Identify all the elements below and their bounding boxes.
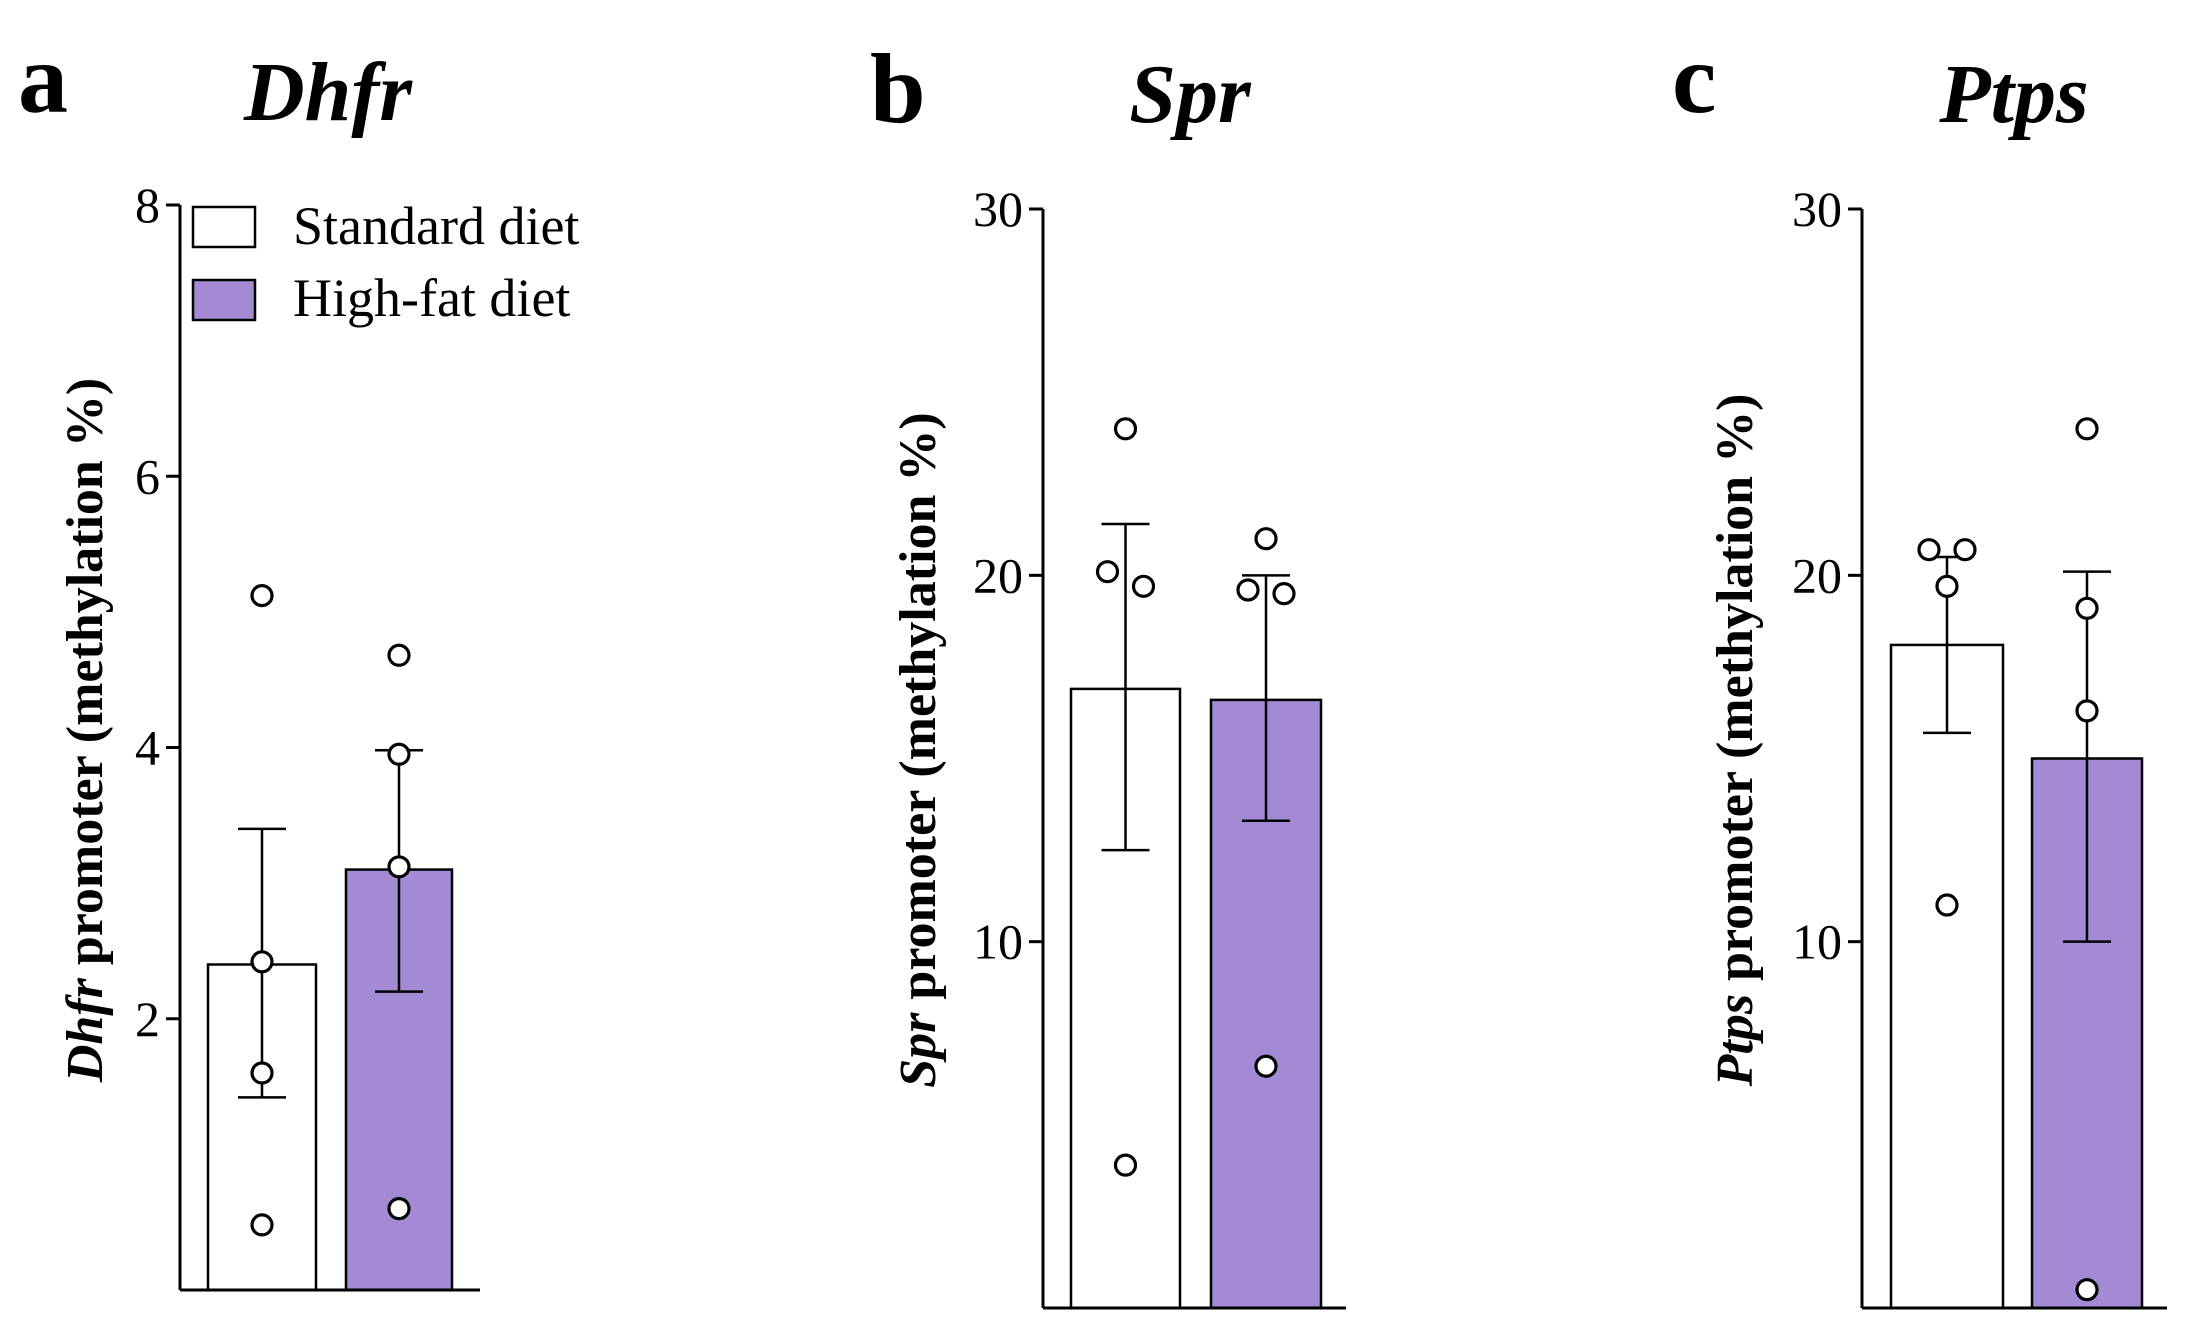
legend-highfat-swatch bbox=[191, 278, 257, 322]
panel-b-y-axis-label: Spr promoter (methylation %) bbox=[890, 412, 947, 1087]
panel-b-title: Spr bbox=[1129, 48, 1252, 141]
panel-b-y-axis-label-gene: Spr bbox=[890, 1012, 947, 1088]
panel-c-point-highfat-4 bbox=[2075, 1278, 2099, 1302]
panel-a-point-highfat-3 bbox=[387, 855, 411, 879]
panel-a-point-highfat-2 bbox=[387, 742, 411, 766]
panel-c-y-tick-label-30: 30 bbox=[1792, 181, 1842, 237]
panel-b-point-highfat-4 bbox=[1254, 1054, 1278, 1078]
panel-a-y-tick-label-4: 4 bbox=[135, 720, 160, 776]
panel-b-y-tick-label-10: 10 bbox=[973, 914, 1023, 970]
panel-b-point-highfat-3 bbox=[1272, 582, 1296, 606]
panel-a-y-axis-label-rest: promoter (methylation %) bbox=[57, 378, 114, 978]
panel-a-point-highfat-4 bbox=[387, 1197, 411, 1221]
panel-a-y-axis-label-gene: Dhfr bbox=[57, 977, 114, 1083]
panel-b-point-standard-2 bbox=[1095, 560, 1120, 584]
panel-c-y-tick-label-10: 10 bbox=[1792, 914, 1842, 970]
panel-a-y-tick-label-6: 6 bbox=[135, 448, 160, 504]
panel-b-point-standard-3 bbox=[1131, 574, 1156, 598]
panel-a-point-highfat-1 bbox=[387, 643, 411, 667]
panel-c-bar-standard bbox=[1889, 643, 2005, 1310]
panel-c-y-axis-label-rest: promoter (methylation %) bbox=[1707, 394, 1764, 994]
panel-a-y-tick-label-2: 2 bbox=[135, 991, 160, 1047]
panel-b-y-tick-label-20: 20 bbox=[973, 547, 1023, 603]
legend: Standard diet High-fat diet bbox=[191, 196, 579, 328]
panel-a-point-standard-2 bbox=[250, 950, 274, 974]
panel-a-point-standard-3 bbox=[250, 1061, 274, 1085]
legend-standard-label: Standard diet bbox=[293, 196, 579, 256]
panel-b-point-highfat-1 bbox=[1254, 527, 1278, 551]
panel-c-point-standard-4 bbox=[1935, 893, 1959, 917]
panel-c-point-highfat-3 bbox=[2075, 699, 2099, 723]
panel-c-y-tick-label-20: 20 bbox=[1792, 547, 1842, 603]
panel-a-point-standard-1 bbox=[250, 583, 274, 608]
panel-c-y-axis-label-gene: Ptps bbox=[1707, 994, 1764, 1087]
panel-c-title: Ptps bbox=[1938, 48, 2088, 141]
panel-a-letter: a bbox=[18, 23, 68, 134]
panel-c-point-highfat-1 bbox=[2075, 417, 2099, 441]
panel-b-letter: b bbox=[870, 33, 926, 144]
panel-b-point-highfat-2 bbox=[1236, 578, 1260, 602]
panel-c-letter: c bbox=[1672, 23, 1716, 134]
panel-b-point-standard-4 bbox=[1113, 1153, 1138, 1177]
panel-a-title: Dhfr bbox=[243, 46, 413, 139]
panel-b-point-standard-1 bbox=[1113, 417, 1138, 441]
panel-c-point-standard-2 bbox=[1953, 538, 1977, 562]
panel-a-point-standard-4 bbox=[250, 1213, 274, 1237]
panel-b-y-axis-label-rest: promoter (methylation %) bbox=[890, 412, 947, 1012]
panel-c-point-highfat-2 bbox=[2075, 596, 2099, 620]
panel-a-y-tick-label-8: 8 bbox=[135, 177, 160, 233]
legend-standard-swatch bbox=[191, 205, 257, 249]
panel-c-point-standard-3 bbox=[1935, 574, 1959, 598]
legend-highfat-label: High-fat diet bbox=[293, 268, 570, 328]
panel-c: c Ptps Ptps promoter (methylation %) 10 2… bbox=[1672, 23, 2167, 1310]
panel-b: b Spr Spr promoter (methylation %) 10 20 3… bbox=[870, 33, 1346, 1310]
panel-c-y-axis-label: Ptps promoter (methylation %) bbox=[1707, 394, 1764, 1088]
panel-a: a Dhfr Dhfr promoter (methylation %) Sta… bbox=[18, 23, 579, 1292]
panel-b-y-tick-label-30: 30 bbox=[973, 181, 1023, 237]
panel-c-point-standard-1 bbox=[1917, 538, 1941, 562]
panel-a-y-axis-label: Dhfr promoter (methylation %) bbox=[57, 378, 114, 1083]
